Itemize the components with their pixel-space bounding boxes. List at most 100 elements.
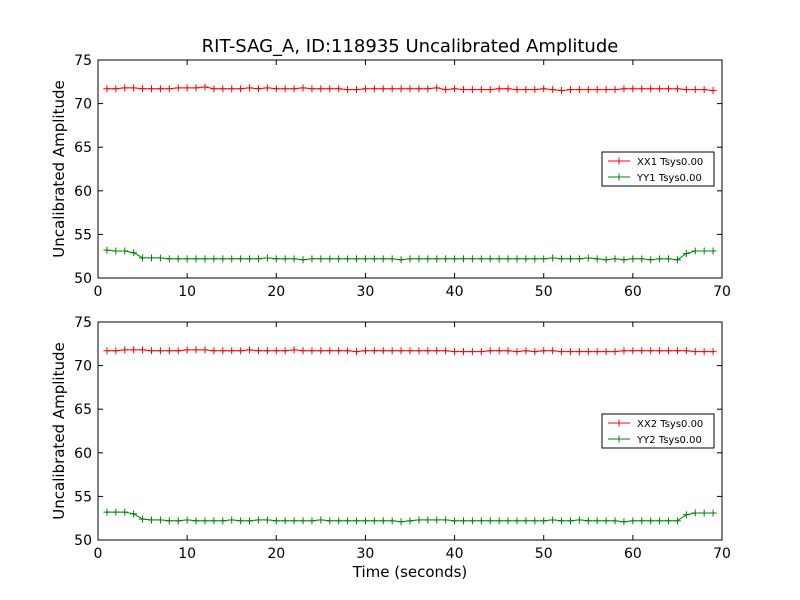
data-point xyxy=(370,347,378,355)
data-point xyxy=(602,256,610,264)
data-point xyxy=(629,347,637,355)
data-point xyxy=(540,347,548,355)
data-point xyxy=(228,516,236,524)
data-point xyxy=(201,255,209,263)
data-point xyxy=(558,348,566,356)
data-point xyxy=(335,255,343,263)
data-point xyxy=(219,255,227,263)
data-point xyxy=(691,247,699,255)
data-point xyxy=(584,254,592,262)
data-point xyxy=(254,347,262,355)
data-point xyxy=(210,517,218,525)
data-point xyxy=(682,86,690,94)
data-point xyxy=(326,347,334,355)
data-point xyxy=(459,255,467,263)
data-point xyxy=(504,347,512,355)
data-point xyxy=(700,247,708,255)
data-point xyxy=(504,255,512,263)
data-point xyxy=(299,84,307,92)
data-point xyxy=(566,517,574,525)
data-point xyxy=(290,517,298,525)
data-point xyxy=(183,255,191,263)
data-point xyxy=(656,255,664,263)
data-point xyxy=(656,85,664,93)
x-tick-label: 70 xyxy=(713,284,731,300)
data-point xyxy=(593,348,601,356)
data-point xyxy=(165,347,173,355)
data-point xyxy=(629,255,637,263)
data-point xyxy=(513,517,521,525)
data-point xyxy=(647,517,655,525)
plots: 0 10 20 30 40 50 60 70 50 55 60 65 70 75 Uncalibrated … xyxy=(50,53,731,581)
data-point xyxy=(638,85,646,93)
data-point xyxy=(620,518,628,526)
data-point xyxy=(112,85,120,93)
data-point xyxy=(442,255,450,263)
data-point xyxy=(192,346,200,354)
y-tick-label: 65 xyxy=(74,402,92,418)
data-point xyxy=(700,509,708,517)
x-tick-label: 0 xyxy=(94,546,103,562)
data-point xyxy=(246,84,254,92)
data-point xyxy=(513,348,521,356)
data-point xyxy=(468,348,476,356)
data-point xyxy=(602,86,610,94)
data-point xyxy=(308,255,316,263)
data-point xyxy=(406,517,414,525)
data-point xyxy=(673,347,681,355)
data-point xyxy=(558,517,566,525)
data-point xyxy=(361,347,369,355)
data-point xyxy=(522,255,530,263)
data-point xyxy=(540,85,548,93)
data-point xyxy=(566,348,574,356)
data-point xyxy=(593,255,601,263)
data-point xyxy=(299,347,307,355)
data-point xyxy=(192,255,200,263)
data-point xyxy=(201,346,209,354)
data-point xyxy=(593,517,601,525)
data-point xyxy=(388,517,396,525)
data-point xyxy=(424,516,432,524)
x-tick-label: 10 xyxy=(178,284,196,300)
data-point xyxy=(504,517,512,525)
data-point xyxy=(112,508,120,516)
data-point xyxy=(673,517,681,525)
data-point xyxy=(237,517,245,525)
legend-marker xyxy=(615,157,623,165)
data-point xyxy=(121,84,129,92)
data-point xyxy=(103,508,111,516)
data-point xyxy=(459,517,467,525)
data-point xyxy=(638,517,646,525)
data-point xyxy=(540,255,548,263)
data-point xyxy=(121,508,129,516)
data-point xyxy=(254,85,262,93)
data-point xyxy=(317,347,325,355)
legend-entry: XX2 Tsys0.00 xyxy=(637,419,703,430)
data-point xyxy=(246,346,254,354)
x-tick-label: 10 xyxy=(178,546,196,562)
data-point xyxy=(130,346,138,354)
x-tick-label: 40 xyxy=(446,284,464,300)
data-point xyxy=(281,255,289,263)
data-point xyxy=(611,348,619,356)
data-point xyxy=(397,256,405,264)
data-point xyxy=(263,84,271,92)
data-point xyxy=(299,256,307,264)
x-tick-label: 50 xyxy=(535,284,553,300)
data-point xyxy=(691,509,699,517)
y-tick-label: 75 xyxy=(74,53,92,69)
data-point xyxy=(486,86,494,94)
data-point xyxy=(656,347,664,355)
data-point xyxy=(477,517,485,525)
data-point xyxy=(566,255,574,263)
x-tick-label: 30 xyxy=(357,546,375,562)
data-point xyxy=(495,347,503,355)
data-point xyxy=(477,348,485,356)
data-point xyxy=(228,255,236,263)
data-point xyxy=(522,86,530,94)
data-point xyxy=(281,517,289,525)
data-point xyxy=(415,347,423,355)
data-point xyxy=(263,347,271,355)
data-point xyxy=(130,249,138,257)
